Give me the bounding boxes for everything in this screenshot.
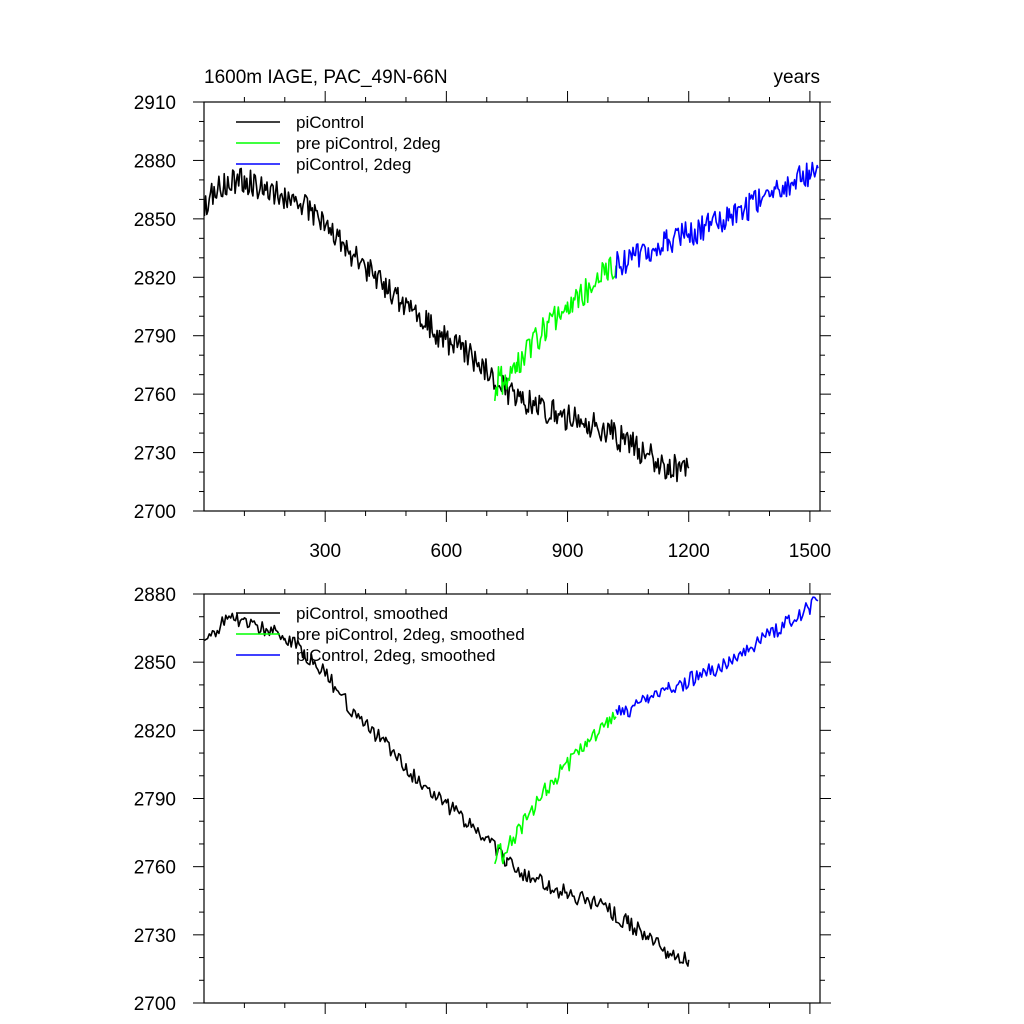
y-tick-label: 2700 (134, 994, 176, 1015)
series-line-pre-picontrol-2deg-smoothed (494, 711, 617, 865)
x-tick-label: 300 (309, 541, 341, 562)
y-tick-label: 2730 (134, 444, 176, 465)
x-tick-label: 1500 (789, 541, 831, 562)
y-tick-label: 2880 (134, 151, 176, 172)
y-tick-label: 2850 (134, 653, 176, 674)
bottom-panel: 2700 2730 2760 2790 2820 2850 2880 piControl, … (134, 583, 831, 1015)
top-ticks: 2700 2730 2760 2790 2820 2850 2880 2910 300 600 90… (134, 91, 831, 562)
chart-title: 1600m IAGE, PAC_49N-66N (204, 67, 448, 88)
bottom-plot-frame (203, 593, 821, 1004)
y-tick-label: 2760 (134, 858, 176, 879)
legend-label-picontrol-2deg-smoothed: piControl, 2deg, smoothed (296, 646, 495, 665)
y-tick-label: 2790 (134, 790, 176, 811)
top-series-group (203, 161, 819, 483)
legend-label-pre-picontrol-2deg: pre piControl, 2deg (296, 134, 441, 153)
x-tick-label: 900 (552, 541, 584, 562)
top-plot-frame (203, 101, 821, 512)
series-line-picontrol-2deg-smoothed (615, 596, 819, 718)
top-panel: 1600m IAGE, PAC_49N-66N years 2700273027… (134, 67, 831, 562)
years-label: years (774, 67, 820, 88)
y-tick-label: 2790 (134, 327, 176, 348)
series-line-picontrol-2deg (615, 161, 819, 279)
bottom-series-group (203, 596, 819, 967)
bottom-ticks: 2700 2730 2760 2790 2820 2850 2880 (134, 583, 831, 1015)
x-tick-label: 600 (431, 541, 463, 562)
y-tick-label: 2820 (134, 721, 176, 742)
series-line-picontrol-smoothed (203, 612, 690, 967)
y-tick-label: 2880 (134, 585, 176, 606)
y-tick-label: 2730 (134, 926, 176, 947)
legend-label-picontrol-smoothed: piControl, smoothed (296, 604, 448, 623)
y-tick-label: 2850 (134, 210, 176, 231)
top-legend: piControl pre piControl, 2deg piControl,… (236, 113, 441, 174)
x-tick-label: 1200 (668, 541, 710, 562)
legend-label-pre-picontrol-2deg-smoothed: pre piControl, 2deg, smoothed (296, 625, 525, 644)
series-line-pre-picontrol-2deg (494, 256, 617, 401)
y-tick-label: 2760 (134, 385, 176, 406)
legend-label-picontrol-2deg: piControl, 2deg (296, 155, 411, 174)
y-tick-label: 2910 (134, 93, 176, 114)
series-line-picontrol (203, 167, 690, 483)
legend-label-picontrol: piControl (296, 113, 364, 132)
bottom-legend: piControl, smoothed pre piControl, 2deg,… (236, 604, 525, 665)
y-tick-label: 2700 (134, 502, 176, 523)
y-tick-label: 2820 (134, 268, 176, 289)
